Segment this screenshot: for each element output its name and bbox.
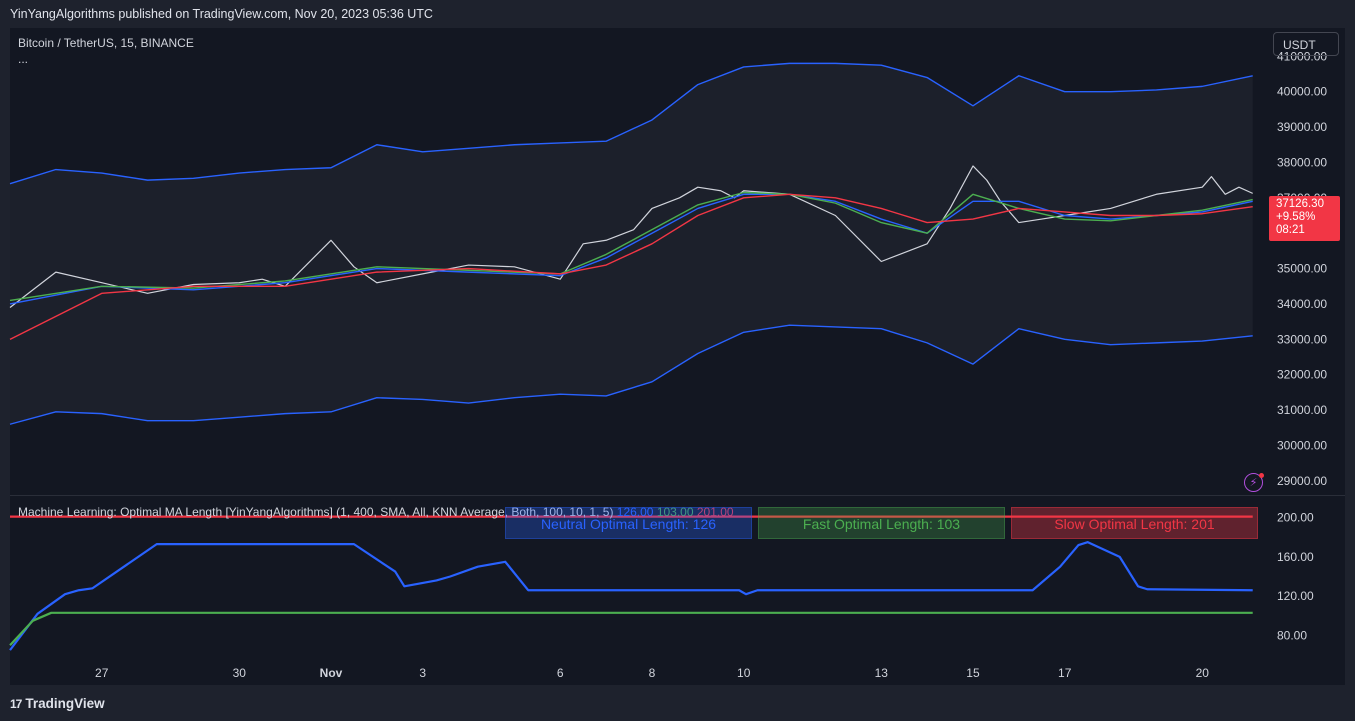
y-tick-label: 160.00 [1277, 550, 1314, 564]
y-tick-label: 80.00 [1277, 628, 1307, 642]
y-tick-label: 32000.00 [1277, 368, 1327, 382]
fast-ma-line [9, 191, 1253, 302]
x-tick-label: 17 [1058, 666, 1072, 680]
y-tick-label: 200.00 [1277, 511, 1314, 525]
symbol-title[interactable]: Bitcoin / TetherUS, 15, BINANCE [18, 36, 194, 50]
tradingview-logo-icon: 17 [10, 697, 22, 711]
y-tick-label: 38000.00 [1277, 155, 1327, 169]
y-tick-label: 41000.00 [1277, 49, 1327, 63]
x-tick-label: 3 [419, 666, 426, 680]
slow-length-label: Slow Optimal Length: 201 [1011, 507, 1258, 539]
y-tick-label: 39000.00 [1277, 120, 1327, 134]
x-tick-label: 30 [233, 666, 247, 680]
pane-separator[interactable] [10, 495, 1345, 496]
bar-countdown: 08:21 [1276, 224, 1305, 236]
indicator-value-slow: 201.00 [696, 505, 734, 519]
x-tick-label: 15 [966, 666, 980, 680]
x-tick-label: Nov [320, 666, 343, 680]
currency-button[interactable]: USDT [1273, 32, 1339, 56]
lower-band-line [9, 324, 1253, 425]
price-change: +9.58% [1276, 211, 1316, 223]
more-button[interactable]: ... [18, 52, 29, 66]
y-tick-label: 40000.00 [1277, 85, 1327, 99]
indicator-legend[interactable]: Machine Learning: Optimal MA Length [Yin… [18, 505, 734, 519]
x-tick-label: 20 [1196, 666, 1210, 680]
y-tick-label: 30000.00 [1277, 438, 1327, 452]
y-tick-label: 35000.00 [1277, 262, 1327, 276]
x-tick-label: 13 [875, 666, 889, 680]
x-tick-label: 6 [557, 666, 564, 680]
y-tick-label: 29000.00 [1277, 474, 1327, 488]
x-tick-label: 27 [95, 666, 109, 680]
y-tick-label: 33000.00 [1277, 332, 1327, 346]
last-price: 37126.30 [1276, 198, 1324, 210]
lightning-icon[interactable]: ⚡ [1244, 473, 1263, 492]
slow-ma-line [9, 193, 1253, 340]
neutral-length-label: Neutral Optimal Length: 126 [505, 507, 752, 539]
last-price-badge: 37126.30 +9.58% 08:21 [1269, 196, 1340, 241]
tradingview-logo[interactable]: 17 TradingView [10, 696, 105, 711]
x-tick-label: 10 [737, 666, 751, 680]
neutral-optimal-length-line [9, 541, 1253, 651]
notification-dot [1259, 473, 1264, 478]
y-tick-label: 120.00 [1277, 589, 1314, 603]
x-tick-label: 8 [649, 666, 656, 680]
y-tick-label: 31000.00 [1277, 403, 1327, 417]
fast-length-label: Fast Optimal Length: 103 [758, 507, 1005, 539]
indicator-value-fast: 103.00 [656, 505, 694, 519]
neutral-ma-line [9, 193, 1253, 305]
indicator-value-neutral: 126.00 [616, 505, 654, 519]
upper-band-line [9, 62, 1253, 185]
indicator-title: Machine Learning: Optimal MA Length [Yin… [18, 505, 614, 519]
y-tick-label: 34000.00 [1277, 297, 1327, 311]
brand-name: TradingView [25, 696, 105, 711]
fast-optimal-length-line [9, 611, 1253, 646]
publish-caption: YinYangAlgorithms published on TradingVi… [10, 7, 433, 21]
